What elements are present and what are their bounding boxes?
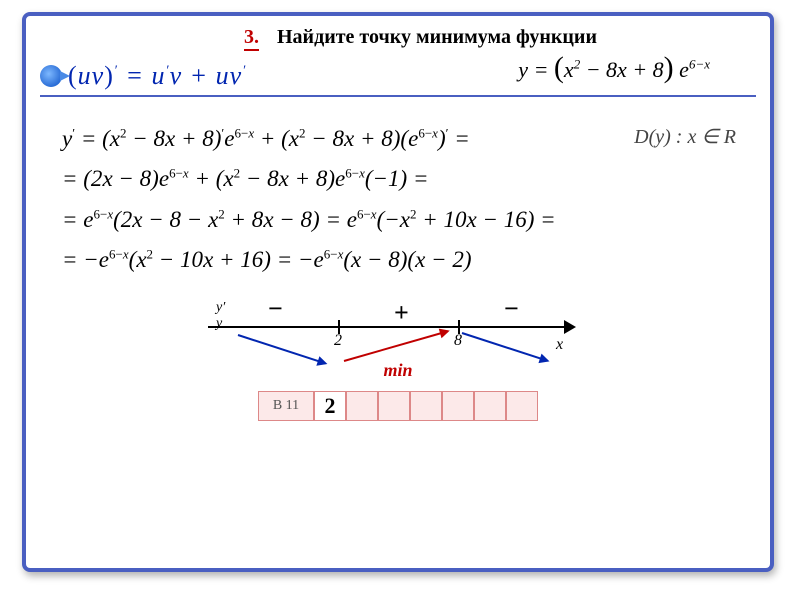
answer-box: В 11 2: [26, 391, 770, 421]
answer-cell-6: [506, 391, 538, 421]
derivation-line-4: = −e6−x(x2 − 10x + 16) = −e6−x(x − 8)(x …: [62, 240, 734, 280]
answer-cell-1: [346, 391, 378, 421]
point-2: 2: [334, 332, 342, 350]
answer-cell-2: [378, 391, 410, 421]
answer-cell-0: 2: [314, 391, 346, 421]
slide-header: 3. Найдите точку минимума функции: [26, 16, 770, 55]
arrow-decreasing-1: [238, 334, 326, 364]
x-axis-label: x: [556, 336, 563, 354]
arrow-increasing: [344, 330, 448, 362]
main-function: y = (x2 − 8x + 8) e6−x: [518, 51, 710, 85]
axis-arrow-icon: [564, 320, 576, 334]
bullet-icon: [40, 65, 62, 87]
point-8: 8: [454, 332, 462, 350]
sign-neg-2: −: [504, 294, 519, 324]
domain-text: D(y) : x ∈ R: [634, 124, 736, 149]
y-label: y: [216, 316, 222, 332]
min-label: min: [26, 360, 770, 381]
number-line-axis: [208, 326, 568, 328]
problem-title: Найдите точку минимума функции: [277, 26, 597, 49]
derivation-line-3: = e6−x(2x − 8 − x2 + 8x − 8) = e6−x(−x2 …: [62, 200, 734, 240]
sign-neg-1: −: [268, 294, 283, 324]
derivation-line-2: = (2x − 8)e6−x + (x2 − 8x + 8)e6−x(−1) =: [62, 159, 734, 199]
formula-row: (uv)′ = u′v + uv′ y = (x2 − 8x + 8) e6−x: [26, 61, 770, 91]
y-prime-label: y′: [216, 300, 225, 316]
sign-pos: +: [394, 298, 409, 328]
answer-cell-4: [442, 391, 474, 421]
slide-frame: 3. Найдите точку минимума функции (uv)′ …: [22, 12, 774, 572]
answer-cell-3: [410, 391, 442, 421]
product-rule: (uv)′ = u′v + uv′: [68, 61, 246, 91]
sign-line-diagram: y′ y x 2 8 − + −: [208, 292, 588, 362]
arrow-decreasing-2: [462, 332, 548, 362]
answer-label: В 11: [258, 391, 314, 421]
problem-number: 3.: [244, 26, 259, 51]
answer-cell-5: [474, 391, 506, 421]
